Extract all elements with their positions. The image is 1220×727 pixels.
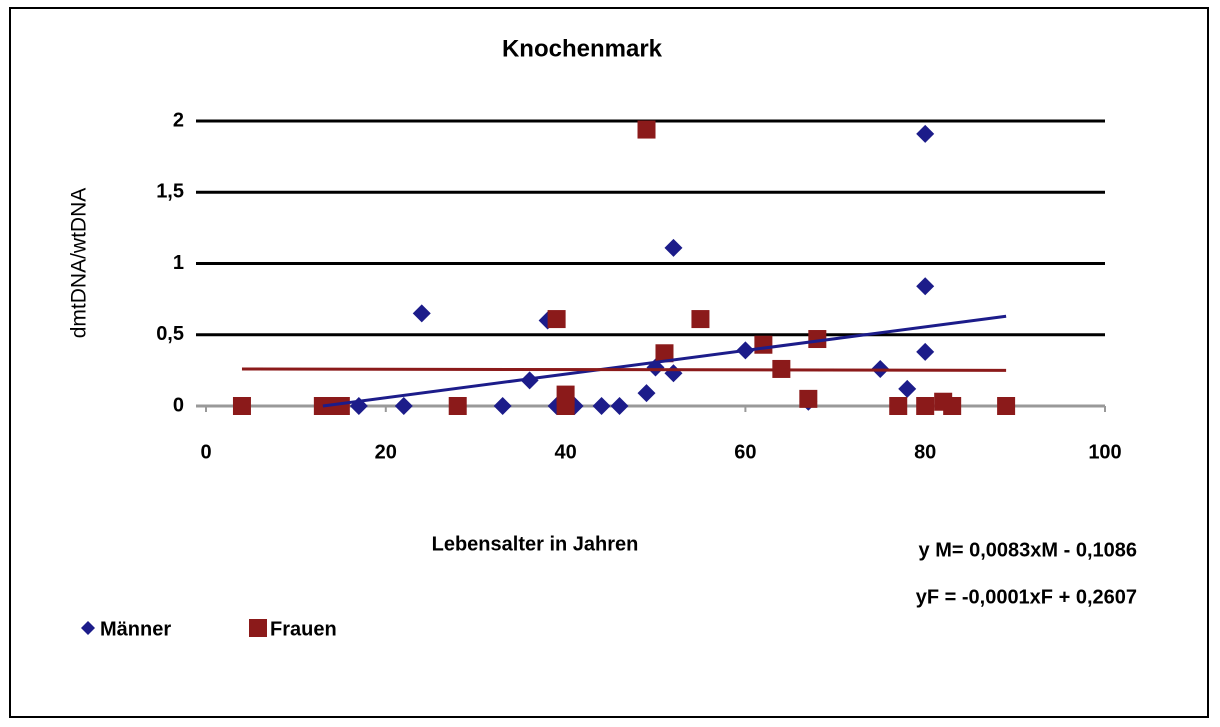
x-tick-label: 40 [554, 441, 576, 463]
trend-line [241, 367, 1007, 372]
annotation: yF = -0,0001xF + 0,2607 [916, 586, 1137, 608]
annotation: y M= 0,0083xM - 0,1086 [919, 539, 1137, 561]
point [232, 397, 251, 415]
point [493, 397, 512, 415]
x-tick-label: 0 [200, 441, 211, 463]
chart-title: Knochenmark [502, 35, 663, 62]
point [916, 397, 935, 415]
y-tick-label: 2 [173, 109, 184, 131]
legend-label: Frauen [270, 618, 337, 640]
point [808, 330, 827, 349]
point [799, 389, 818, 408]
point [898, 379, 917, 398]
y-axis-label: dmtDNA/wtDNA [68, 188, 91, 339]
point [592, 397, 611, 415]
x-tick-label: 60 [734, 441, 756, 463]
point [754, 335, 773, 354]
x-tick-label: 100 [1088, 441, 1121, 463]
point [691, 310, 710, 329]
point [520, 371, 539, 390]
x-axis-label: Lebensalter in Jahren [432, 533, 639, 555]
point [394, 397, 413, 415]
point [916, 277, 935, 296]
legend-marker [249, 619, 267, 637]
point [610, 397, 629, 415]
point [916, 342, 935, 361]
point [655, 344, 674, 363]
point [943, 397, 962, 415]
point [916, 124, 935, 143]
x-tick-label: 80 [914, 441, 936, 463]
y-tick-label: 0 [173, 394, 184, 416]
legend-label: Männer [100, 618, 171, 640]
point [547, 310, 566, 329]
point [637, 120, 656, 139]
trend-line [322, 314, 1007, 408]
point [448, 397, 467, 415]
point [556, 397, 575, 415]
y-tick-label: 1 [173, 252, 184, 274]
legend-marker [81, 621, 95, 635]
chart-border [9, 7, 1209, 718]
point [412, 304, 431, 323]
point [664, 238, 683, 257]
point [997, 397, 1016, 415]
point [889, 397, 908, 415]
point [331, 397, 350, 415]
y-tick-label: 1,5 [156, 181, 184, 203]
x-tick-label: 20 [375, 441, 397, 463]
point [637, 384, 656, 403]
y-tick-label: 0,5 [156, 323, 184, 345]
